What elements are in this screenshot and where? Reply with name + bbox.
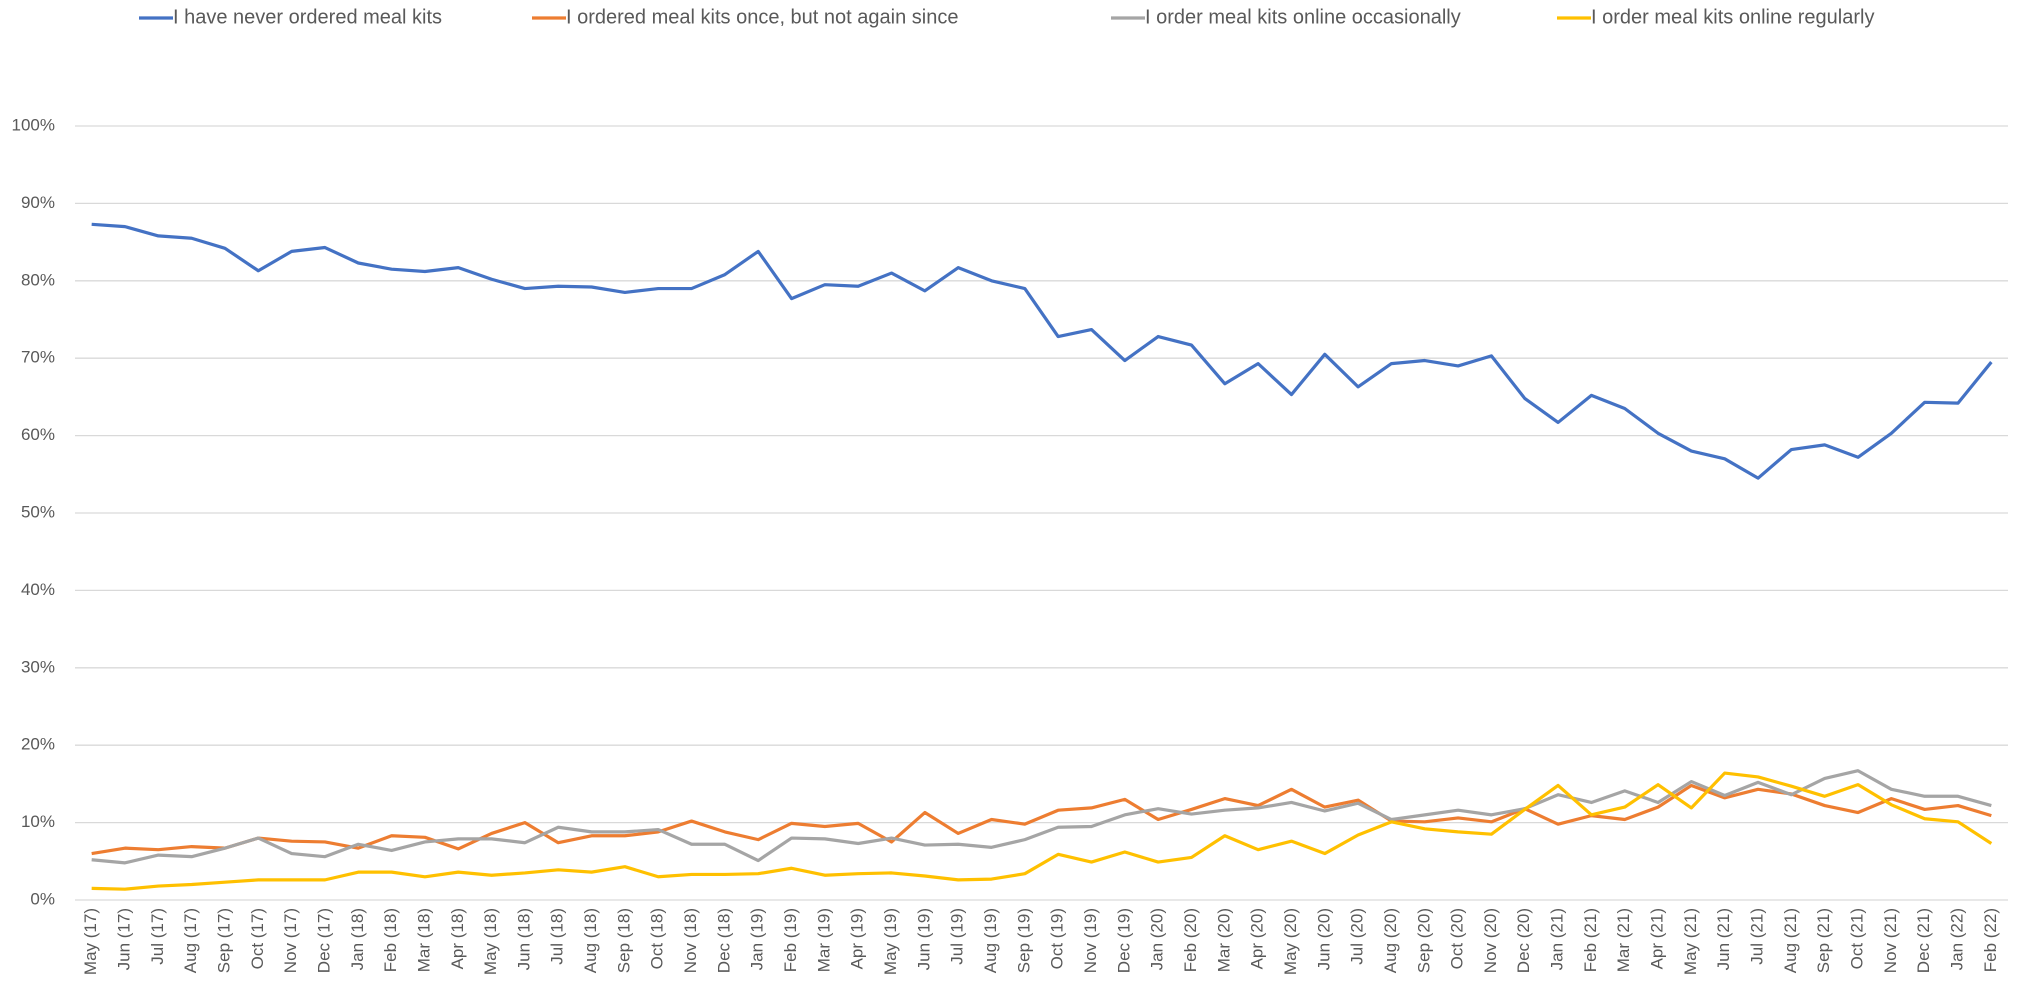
- x-tick-label: Jul (21): [1748, 908, 1767, 965]
- legend-label: I have never ordered meal kits: [173, 6, 442, 28]
- x-tick-label: Nov (21): [1881, 908, 1900, 973]
- x-tick-label: Sep (21): [1814, 908, 1833, 973]
- x-tick-label: Jul (17): [148, 908, 167, 965]
- y-tick-label: 10%: [21, 812, 55, 831]
- x-tick-label: Mar (20): [1214, 908, 1233, 972]
- y-tick-label: 40%: [21, 580, 55, 599]
- series-line: [91, 771, 1993, 891]
- x-tick-label: Dec (21): [1914, 908, 1933, 973]
- x-tick-label: Oct (20): [1448, 908, 1467, 969]
- x-tick-label: Jan (21): [1548, 908, 1567, 970]
- x-tick-label: Apr (20): [1248, 908, 1267, 969]
- y-tick-label: 50%: [21, 502, 55, 521]
- x-tick-label: Mar (19): [814, 908, 833, 972]
- x-tick-label: May (17): [81, 908, 100, 975]
- x-tick-label: Jan (20): [1148, 908, 1167, 970]
- x-tick-label: Jun (17): [114, 908, 133, 970]
- y-tick-label: 0%: [30, 889, 55, 908]
- x-tick-label: Sep (17): [214, 908, 233, 973]
- x-tick-label: May (19): [881, 908, 900, 975]
- x-tick-label: Mar (18): [414, 908, 433, 972]
- x-tick-label: Feb (18): [381, 908, 400, 972]
- y-tick-label: 60%: [21, 425, 55, 444]
- x-tick-label: Nov (17): [281, 908, 300, 973]
- x-tick-label: Oct (18): [648, 908, 667, 969]
- x-tick-label: Jan (22): [1947, 908, 1966, 970]
- x-tick-label: Aug (21): [1781, 908, 1800, 973]
- x-tick-label: May (18): [481, 908, 500, 975]
- x-tick-label: May (21): [1681, 908, 1700, 975]
- x-tick-label: Aug (20): [1381, 908, 1400, 973]
- x-tick-label: Apr (19): [848, 908, 867, 969]
- x-tick-label: Dec (18): [714, 908, 733, 973]
- y-tick-label: 70%: [21, 348, 55, 367]
- x-tick-label: May (20): [1281, 908, 1300, 975]
- x-tick-label: Feb (20): [1181, 908, 1200, 972]
- x-tick-label: Sep (18): [614, 908, 633, 973]
- x-tick-label: Aug (17): [181, 908, 200, 973]
- x-tick-label: Sep (20): [1414, 908, 1433, 973]
- x-tick-label: Dec (19): [1114, 908, 1133, 973]
- x-tick-label: Oct (21): [1848, 908, 1867, 969]
- x-tick-label: Nov (20): [1481, 908, 1500, 973]
- series-line: [91, 222, 1993, 480]
- x-tick-label: Jun (18): [514, 908, 533, 970]
- x-tick-label: Feb (19): [781, 908, 800, 972]
- legend-label: I order meal kits online occasionally: [1145, 6, 1461, 28]
- x-tick-label: Jun (21): [1714, 908, 1733, 970]
- y-tick-label: 30%: [21, 657, 55, 676]
- x-tick-label: Dec (17): [314, 908, 333, 973]
- x-tick-label: Jul (19): [948, 908, 967, 965]
- series-line: [91, 769, 1992, 865]
- x-tick-label: Jan (18): [348, 908, 367, 970]
- y-tick-label: 90%: [21, 193, 55, 212]
- y-tick-label: 100%: [12, 115, 55, 134]
- y-tick-label: 20%: [21, 735, 55, 754]
- x-tick-label: Jun (19): [914, 908, 933, 970]
- x-tick-label: Feb (22): [1981, 908, 2000, 972]
- legend-label: I ordered meal kits once, but not again …: [566, 6, 958, 28]
- series-line: [91, 783, 1992, 856]
- y-tick-label: 80%: [21, 270, 55, 289]
- x-tick-label: Sep (19): [1014, 908, 1033, 973]
- x-tick-label: Jan (19): [748, 908, 767, 970]
- x-tick-label: Jul (18): [548, 908, 567, 965]
- x-tick-label: Jul (20): [1348, 908, 1367, 965]
- x-tick-label: Nov (19): [1081, 908, 1100, 973]
- x-tick-label: Apr (18): [448, 908, 467, 969]
- x-tick-label: Aug (18): [581, 908, 600, 973]
- x-tick-label: Mar (21): [1614, 908, 1633, 972]
- x-tick-label: Oct (19): [1048, 908, 1067, 969]
- x-tick-label: Nov (18): [681, 908, 700, 973]
- legend-label: I order meal kits online regularly: [1591, 6, 1874, 28]
- x-tick-label: Jun (20): [1314, 908, 1333, 970]
- x-tick-label: Dec (20): [1514, 908, 1533, 973]
- x-tick-label: Apr (21): [1648, 908, 1667, 969]
- x-tick-label: Aug (19): [981, 908, 1000, 973]
- x-tick-label: Feb (21): [1581, 908, 1600, 972]
- x-tick-label: Oct (17): [248, 908, 267, 969]
